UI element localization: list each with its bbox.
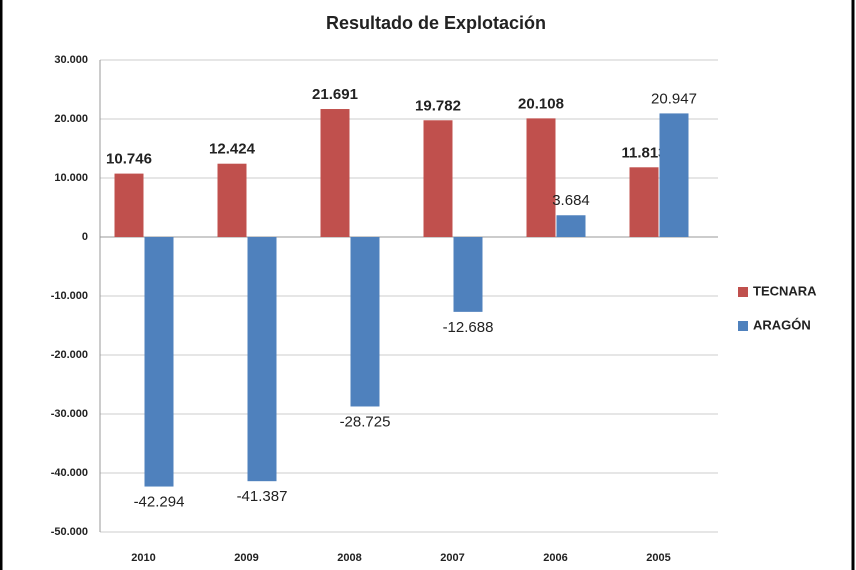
bar [350,237,380,407]
bar [320,109,350,237]
y-tick-label: -40.000 [51,467,88,479]
legend-label: ARAGÓN [753,317,811,332]
x-tick-label: 2008 [337,552,361,564]
x-tick-label: 2006 [543,552,567,564]
chart-title: Resultado de Explotación [326,13,546,33]
data-label: 19.782 [415,97,461,114]
y-tick-label: -20.000 [51,349,88,361]
bar [423,120,453,237]
bar [217,163,247,237]
x-tick-label: 2005 [646,552,670,564]
bar [526,118,556,237]
bar [629,167,659,237]
y-tick-label: -30.000 [51,408,88,420]
data-label: -42.294 [134,494,185,511]
data-label: 20.947 [651,90,697,107]
data-label: 11.813 [621,144,666,161]
bar [453,237,483,312]
legend-label: TECNARA [753,283,817,298]
x-tick-label: 2010 [131,552,155,564]
data-label: 20.108 [518,95,564,112]
data-label: -41.387 [237,488,288,505]
bar [247,237,277,482]
data-label: 3.684 [552,192,590,209]
x-tick-label: 2007 [440,552,464,564]
y-tick-label: 20.000 [54,113,88,125]
data-label: -28.725 [340,413,391,430]
y-tick-label: -10.000 [51,290,88,302]
bar [144,237,174,487]
legend-swatch [738,321,748,331]
data-label: 21.691 [312,86,358,103]
data-label: -12.688 [443,319,494,336]
bar [659,113,689,237]
y-tick-label: -50.000 [51,526,88,538]
y-tick-label: 0 [82,231,88,243]
data-label: 12.424 [209,141,256,158]
bar [556,215,586,237]
x-tick-label: 2009 [234,552,258,564]
legend-swatch [738,287,748,297]
y-tick-label: 30.000 [54,54,88,66]
y-tick-label: 10.000 [54,172,88,184]
bar [114,173,144,237]
data-label: 10.746 [106,151,152,168]
